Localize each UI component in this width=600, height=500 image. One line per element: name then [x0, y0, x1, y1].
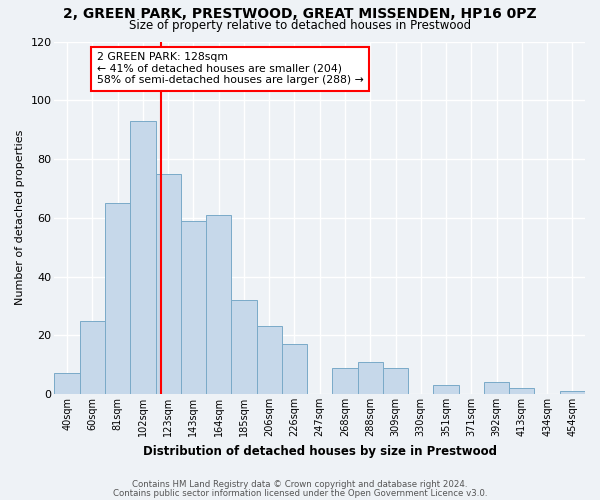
Text: 2 GREEN PARK: 128sqm
← 41% of detached houses are smaller (204)
58% of semi-deta: 2 GREEN PARK: 128sqm ← 41% of detached h…	[97, 52, 364, 86]
Bar	[105, 203, 130, 394]
Bar	[282, 344, 307, 394]
Bar	[80, 320, 105, 394]
Bar	[509, 388, 535, 394]
Bar	[358, 362, 383, 394]
Bar	[232, 300, 257, 394]
Bar	[560, 391, 585, 394]
Bar	[332, 368, 358, 394]
Bar	[181, 220, 206, 394]
Bar	[484, 382, 509, 394]
Bar	[206, 215, 232, 394]
Y-axis label: Number of detached properties: Number of detached properties	[15, 130, 25, 306]
Bar	[433, 385, 458, 394]
Text: Size of property relative to detached houses in Prestwood: Size of property relative to detached ho…	[129, 19, 471, 32]
Bar	[130, 121, 155, 394]
Bar	[257, 326, 282, 394]
Text: Contains public sector information licensed under the Open Government Licence v3: Contains public sector information licen…	[113, 488, 487, 498]
Bar	[55, 374, 80, 394]
Bar	[155, 174, 181, 394]
Text: Contains HM Land Registry data © Crown copyright and database right 2024.: Contains HM Land Registry data © Crown c…	[132, 480, 468, 489]
Bar	[383, 368, 408, 394]
X-axis label: Distribution of detached houses by size in Prestwood: Distribution of detached houses by size …	[143, 444, 497, 458]
Text: 2, GREEN PARK, PRESTWOOD, GREAT MISSENDEN, HP16 0PZ: 2, GREEN PARK, PRESTWOOD, GREAT MISSENDE…	[63, 8, 537, 22]
